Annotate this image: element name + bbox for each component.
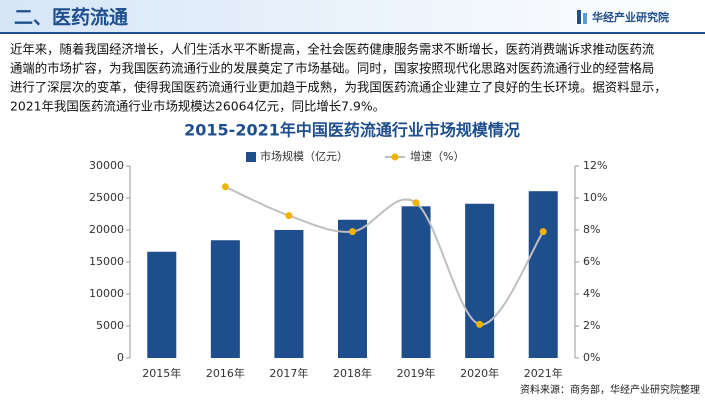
growth-marker xyxy=(476,320,484,328)
legend-label: 市场规模（亿元） xyxy=(260,149,348,163)
legend-swatch xyxy=(391,153,399,161)
growth-line xyxy=(224,185,545,326)
y-tick-label: 15000 xyxy=(89,255,124,268)
x-tick-label: 2021年 xyxy=(524,366,563,380)
growth-marker xyxy=(285,212,293,220)
y-tick-label: 0 xyxy=(117,351,124,364)
paragraph-line: 通端的市场扩容，为我国医药流通行业的发展奠定了市场基础。同时，国家按照现代化思路… xyxy=(10,61,654,76)
bar xyxy=(528,191,558,358)
y2-tick-label: 8% xyxy=(583,223,600,236)
x-tick-label: 2019年 xyxy=(397,366,436,380)
x-tick-label: 2020年 xyxy=(460,366,499,380)
paragraph-line: 近年来，随着我国经济增长，人们生活水平不断提高，全社会医药健康服务需求不断增长，… xyxy=(10,42,654,57)
logo xyxy=(577,10,581,24)
y2-tick-label: 10% xyxy=(583,191,607,204)
x-tick-label: 2015年 xyxy=(142,366,181,380)
header-rule xyxy=(0,32,705,34)
bar xyxy=(274,230,304,358)
bar xyxy=(210,240,240,358)
chart-title: 2015-2021年中国医药流通行业市场规模情况 xyxy=(184,121,520,140)
growth-marker xyxy=(349,228,356,236)
legend-label: 增速（%） xyxy=(410,149,464,163)
y2-tick-label: 6% xyxy=(583,255,600,268)
paragraph: 近年来，随着我国经济增长，人们生活水平不断提高，全社会医药健康服务需求不断增长，… xyxy=(10,42,667,114)
bar xyxy=(338,219,367,358)
y2-tick-label: 2% xyxy=(583,319,600,332)
legend-swatch xyxy=(246,152,256,162)
source: 资料来源：商务部，华经产业研究院整理 xyxy=(520,383,700,396)
brand: 华经产业研究院 xyxy=(592,10,669,24)
y-tick-label: 20000 xyxy=(89,223,124,236)
y-tick-label: 10000 xyxy=(89,287,124,300)
header-title: 二、医药流通 xyxy=(14,6,129,29)
bar xyxy=(465,203,495,358)
y-tick-label: 30000 xyxy=(89,159,124,172)
growth-marker xyxy=(412,199,420,207)
x-tick-label: 2016年 xyxy=(206,366,245,380)
y2-tick-label: 0% xyxy=(583,351,600,364)
y2-tick-label: 12% xyxy=(583,159,607,172)
y2-tick-label: 4% xyxy=(583,287,600,300)
bar xyxy=(147,251,177,358)
paragraph-line: 2021年我国医药流通行业市场规模达26064亿元，同比增长7.9%。 xyxy=(10,99,385,114)
x-tick-label: 2017年 xyxy=(269,366,308,380)
y-tick-label: 5000 xyxy=(96,319,124,332)
logo xyxy=(583,13,587,24)
header-band xyxy=(0,0,705,34)
growth-marker xyxy=(539,228,547,236)
x-tick-label: 2018年 xyxy=(333,366,372,380)
y-tick-label: 25000 xyxy=(89,191,124,204)
paragraph-line: 进行了深层次的变革，使得我国医药流通行业更加趋于成熟，为我国医药流通企业建立了良… xyxy=(10,80,667,95)
bar xyxy=(401,206,431,358)
growth-marker xyxy=(221,183,229,191)
